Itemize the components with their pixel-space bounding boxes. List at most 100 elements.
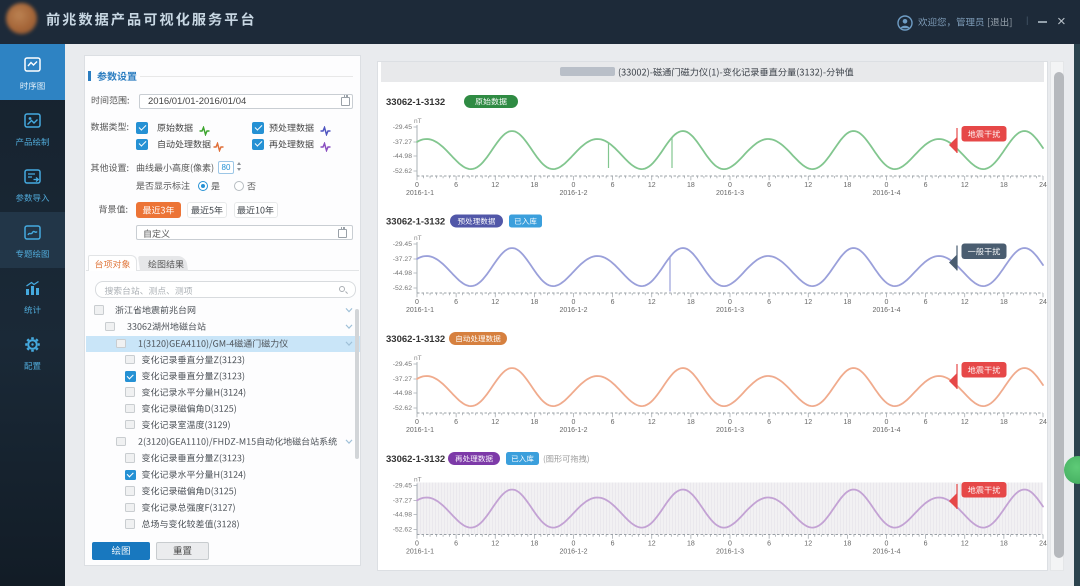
svg-text:18: 18	[687, 299, 695, 306]
svg-text:2016-1-4: 2016-1-4	[872, 427, 900, 434]
svg-text:0: 0	[885, 541, 889, 548]
svg-text:18: 18	[1000, 419, 1008, 426]
svg-text:24: 24	[1039, 541, 1047, 548]
svg-text:0: 0	[885, 299, 889, 306]
svg-text:0: 0	[572, 419, 576, 426]
svg-text:12: 12	[648, 419, 656, 426]
svg-text:6: 6	[611, 419, 615, 426]
svg-text:0: 0	[415, 419, 419, 426]
svg-text:-37.27: -37.27	[393, 498, 412, 505]
svg-text:6: 6	[767, 541, 771, 548]
svg-text:12: 12	[648, 182, 656, 189]
svg-text:12: 12	[961, 182, 969, 189]
svg-text:12: 12	[804, 541, 812, 548]
svg-text:6: 6	[924, 299, 928, 306]
svg-text:0: 0	[728, 299, 732, 306]
svg-text:24: 24	[1039, 182, 1047, 189]
svg-text:0: 0	[572, 299, 576, 306]
svg-text:2016-1-1: 2016-1-1	[406, 549, 434, 556]
svg-text:0: 0	[728, 541, 732, 548]
svg-text:33062-1-3132: 33062-1-3132	[386, 334, 445, 345]
svg-text:-37.27: -37.27	[393, 256, 412, 263]
svg-text:2016-1-2: 2016-1-2	[559, 427, 587, 434]
svg-text:12: 12	[804, 299, 812, 306]
svg-text:24: 24	[1039, 419, 1047, 426]
svg-text:6: 6	[454, 541, 458, 548]
svg-text:18: 18	[531, 541, 539, 548]
svg-text:-29.45: -29.45	[393, 483, 412, 490]
svg-text:0: 0	[885, 419, 889, 426]
svg-text:6: 6	[924, 419, 928, 426]
svg-text:6: 6	[924, 541, 928, 548]
svg-text:12: 12	[491, 541, 499, 548]
svg-text:12: 12	[491, 182, 499, 189]
svg-text:33062-1-3132: 33062-1-3132	[386, 454, 445, 465]
svg-text:0: 0	[415, 299, 419, 306]
svg-text:18: 18	[531, 419, 539, 426]
svg-text:18: 18	[844, 541, 852, 548]
svg-text:-29.45: -29.45	[393, 361, 412, 368]
svg-text:18: 18	[844, 419, 852, 426]
svg-text:6: 6	[454, 299, 458, 306]
svg-text:12: 12	[961, 419, 969, 426]
svg-text:-29.45: -29.45	[393, 124, 412, 131]
svg-text:2016-1-2: 2016-1-2	[559, 190, 587, 197]
svg-text:12: 12	[804, 419, 812, 426]
svg-text:18: 18	[687, 541, 695, 548]
svg-text:-44.98: -44.98	[393, 512, 412, 519]
svg-text:0: 0	[885, 182, 889, 189]
svg-text:33062-1-3132: 33062-1-3132	[386, 216, 445, 227]
svg-text:2016-1-4: 2016-1-4	[872, 307, 900, 314]
svg-text:12: 12	[648, 541, 656, 548]
svg-text:2016-1-4: 2016-1-4	[872, 549, 900, 556]
svg-text:6: 6	[454, 419, 458, 426]
svg-text:6: 6	[611, 182, 615, 189]
svg-text:2016-1-1: 2016-1-1	[406, 190, 434, 197]
svg-text:12: 12	[648, 299, 656, 306]
svg-text:-52.62: -52.62	[393, 405, 412, 412]
svg-text:2016-1-1: 2016-1-1	[406, 427, 434, 434]
svg-text:12: 12	[804, 182, 812, 189]
svg-text:2016-1-4: 2016-1-4	[872, 190, 900, 197]
svg-text:24: 24	[1039, 299, 1047, 306]
svg-text:2016-1-3: 2016-1-3	[716, 427, 744, 434]
svg-text:-44.98: -44.98	[393, 270, 412, 277]
svg-text:-44.98: -44.98	[393, 390, 412, 397]
svg-text:-37.27: -37.27	[393, 139, 412, 146]
svg-text:6: 6	[767, 419, 771, 426]
svg-text:18: 18	[844, 182, 852, 189]
svg-text:2016-1-3: 2016-1-3	[716, 307, 744, 314]
svg-text:12: 12	[961, 299, 969, 306]
svg-text:12: 12	[491, 299, 499, 306]
svg-text:18: 18	[1000, 541, 1008, 548]
svg-text:18: 18	[531, 299, 539, 306]
svg-text:-52.62: -52.62	[393, 168, 412, 175]
svg-text:2016-1-2: 2016-1-2	[559, 307, 587, 314]
svg-text:-52.62: -52.62	[393, 285, 412, 292]
svg-text:nT: nT	[414, 355, 422, 362]
svg-text:18: 18	[1000, 299, 1008, 306]
svg-text:0: 0	[572, 541, 576, 548]
svg-text:0: 0	[415, 182, 419, 189]
svg-text:0: 0	[728, 182, 732, 189]
svg-text:6: 6	[611, 541, 615, 548]
svg-text:12: 12	[961, 541, 969, 548]
svg-text:6: 6	[767, 182, 771, 189]
svg-text:-37.27: -37.27	[393, 376, 412, 383]
svg-text:0: 0	[572, 182, 576, 189]
svg-text:-52.62: -52.62	[393, 527, 412, 534]
svg-text:0: 0	[415, 541, 419, 548]
svg-text:6: 6	[454, 182, 458, 189]
svg-text:nT: nT	[414, 118, 422, 125]
svg-text:6: 6	[924, 182, 928, 189]
svg-text:2016-1-2: 2016-1-2	[559, 549, 587, 556]
svg-text:2016-1-1: 2016-1-1	[406, 307, 434, 314]
svg-text:18: 18	[687, 182, 695, 189]
svg-text:18: 18	[844, 299, 852, 306]
svg-text:-44.98: -44.98	[393, 153, 412, 160]
svg-text:0: 0	[728, 419, 732, 426]
svg-text:nT: nT	[414, 477, 422, 484]
svg-text:18: 18	[687, 419, 695, 426]
svg-text:-29.45: -29.45	[393, 241, 412, 248]
svg-text:2016-1-3: 2016-1-3	[716, 549, 744, 556]
